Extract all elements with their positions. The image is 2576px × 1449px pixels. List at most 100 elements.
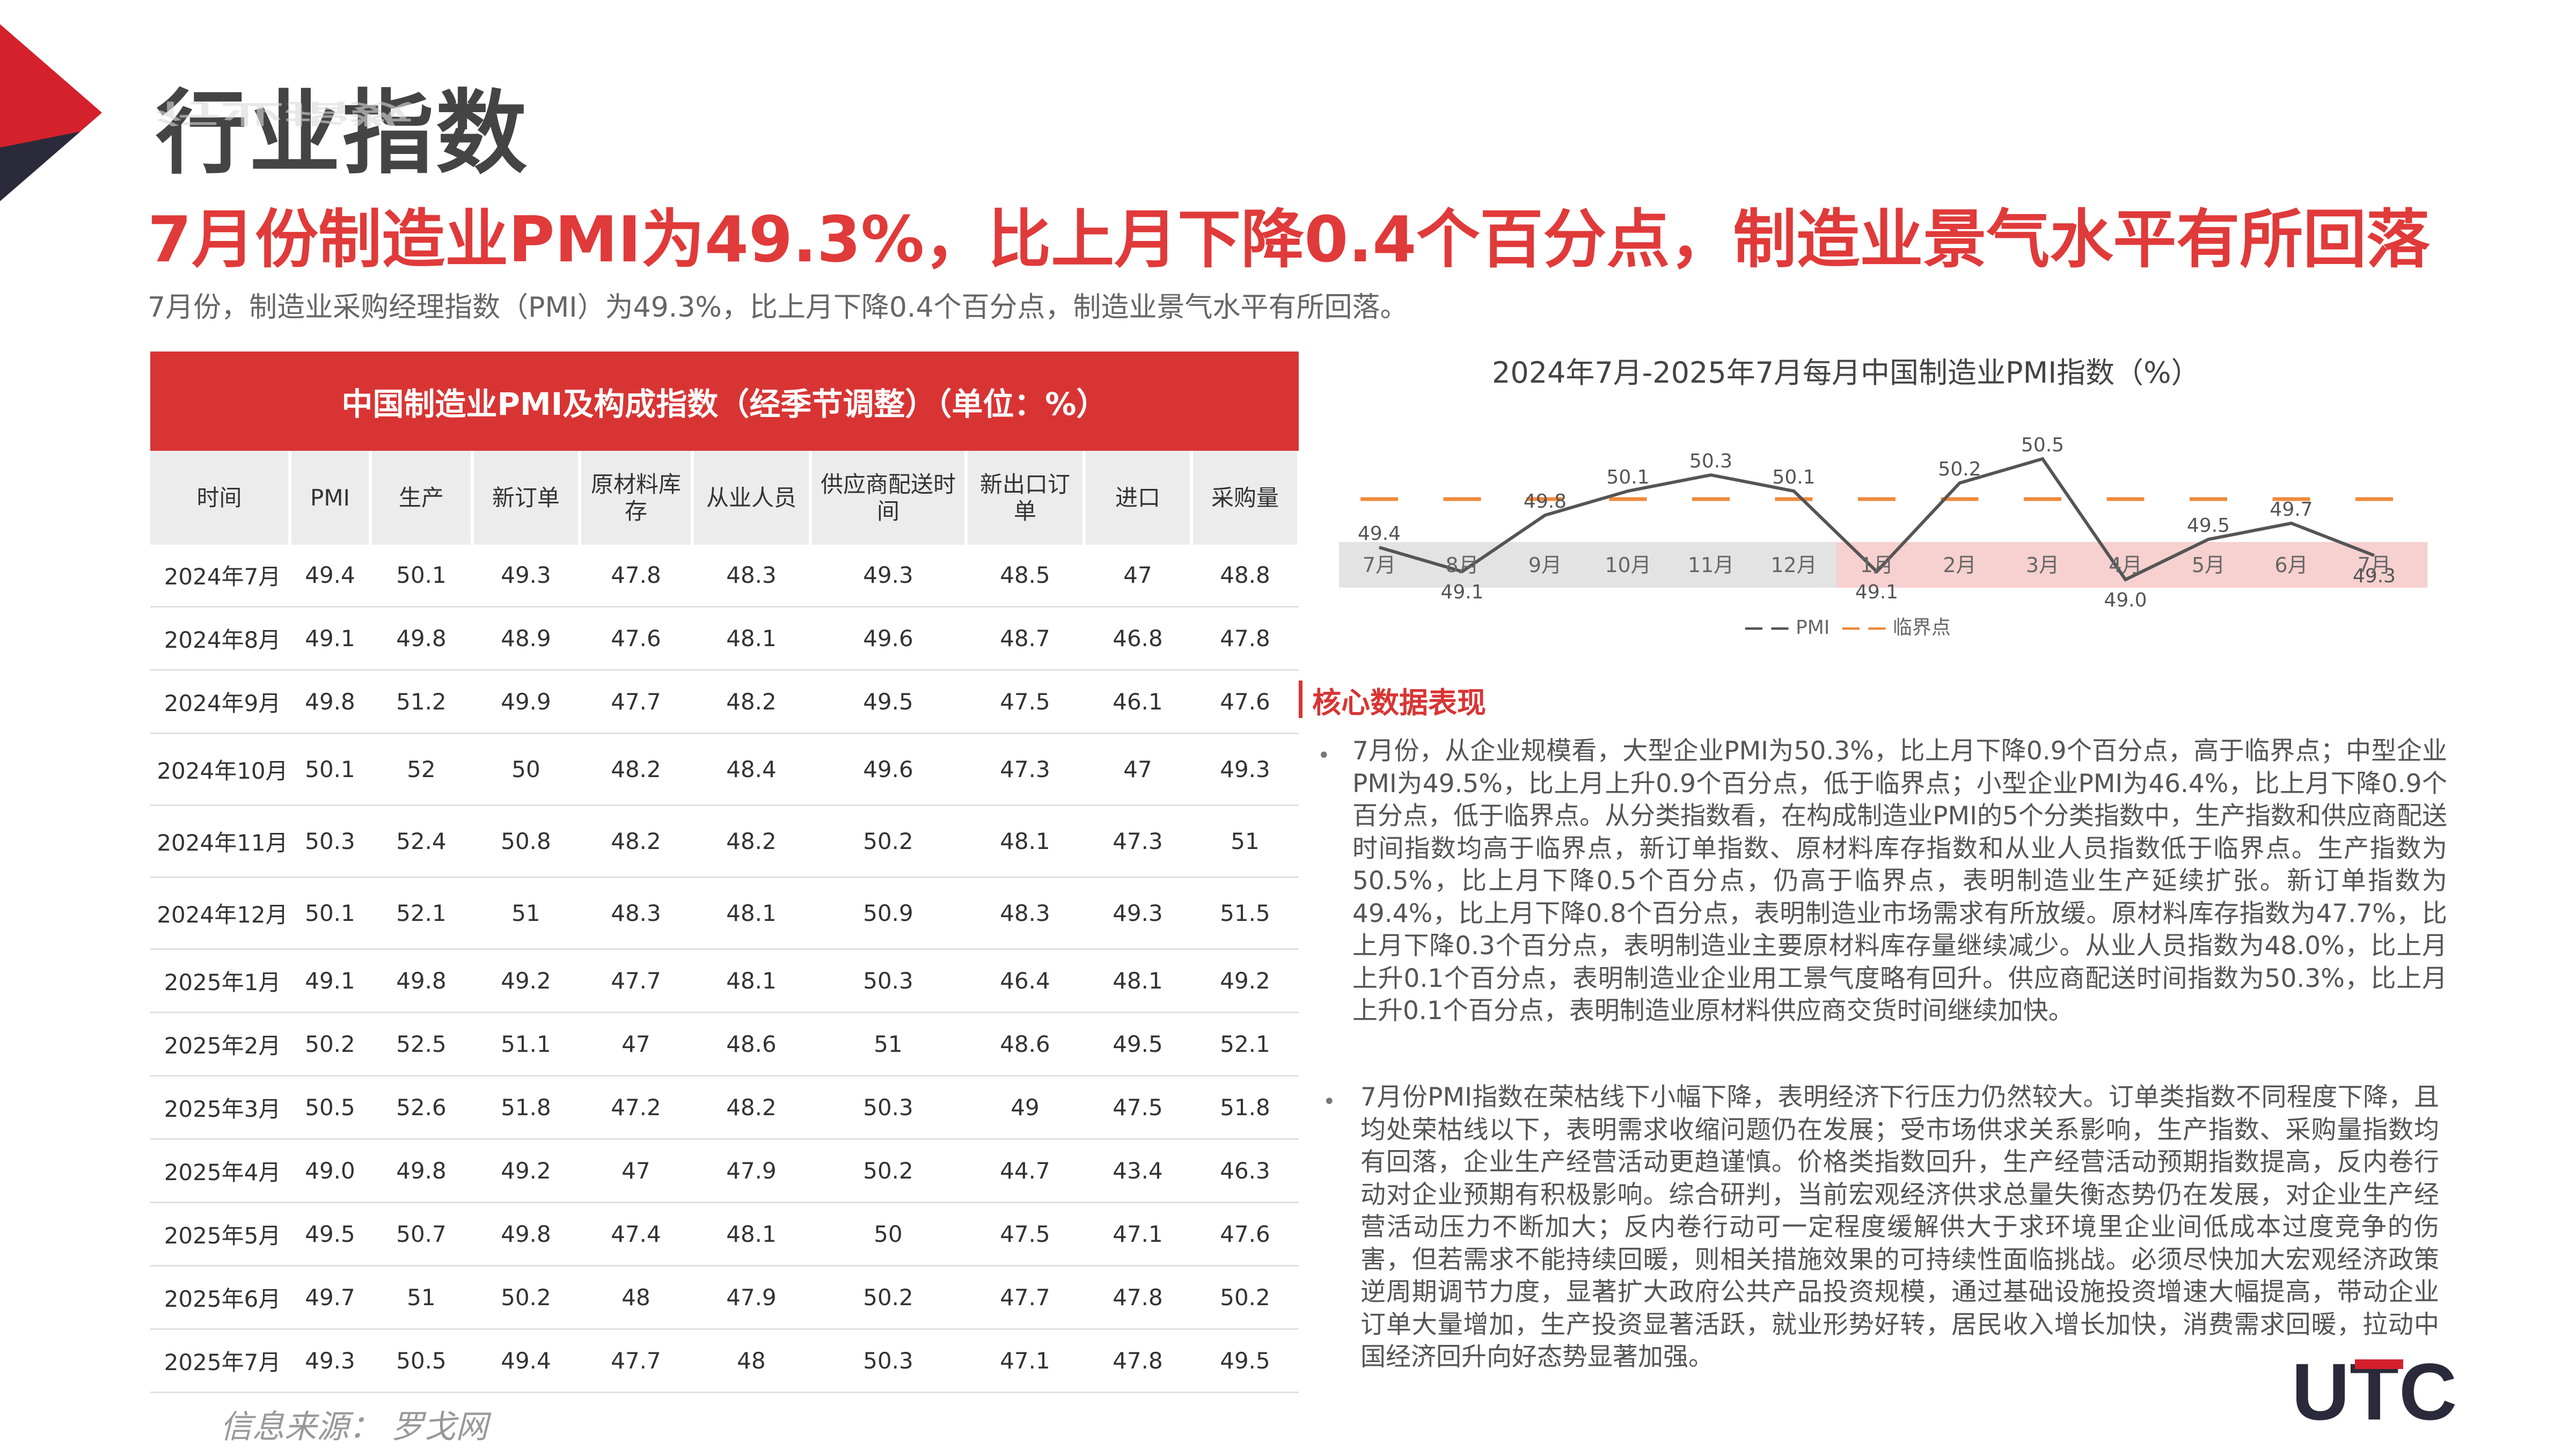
table-cell: 50.8 [472, 805, 580, 878]
table-cell: 50.9 [810, 877, 966, 950]
data-label: 50.3 [1689, 450, 1732, 472]
table-cell: 48 [580, 1265, 692, 1330]
table-cell: 49.8 [370, 1139, 472, 1203]
table-row: 2024年11月 50.3 52.4 50.8 48.2 48.2 50.2 48.1 47.3… [150, 805, 1299, 878]
table-cell: 52.4 [370, 805, 472, 878]
table-cell: 43.4 [1084, 1139, 1191, 1203]
page-title-reflection: 行业指数 [156, 98, 413, 128]
x-tick-label: 2月 [1943, 553, 1976, 577]
row-month-cell: 2024年10月 [150, 733, 290, 806]
column-header: 供应商配送时间 [810, 451, 968, 545]
table-cell: 50.3 [810, 949, 966, 1013]
table-cell: 52.1 [370, 877, 472, 950]
row-month-cell: 2025年3月 [150, 1075, 290, 1140]
table-cell: 44.7 [966, 1139, 1084, 1203]
table-cell: 47.5 [1084, 1075, 1191, 1140]
table-cell: 50.2 [472, 1265, 580, 1330]
table-cell: 51.8 [472, 1075, 580, 1140]
table-cell: 47.3 [966, 733, 1084, 806]
table-row: 2024年12月 50.1 52.1 51 48.3 48.1 50.9 48.3 49.3 51… [150, 877, 1299, 950]
row-month-cell: 2025年6月 [150, 1265, 290, 1330]
page-title: 行业指数 [156, 80, 530, 187]
table-cell: 50.2 [810, 805, 966, 878]
table-cell: 47.7 [580, 1329, 692, 1393]
category-band-2025 [1836, 542, 2428, 588]
row-month-cell: 2024年8月 [150, 606, 290, 671]
row-month-cell: 2025年2月 [150, 1012, 290, 1077]
table-cell: 50.3 [810, 1329, 966, 1393]
table-header-row: 时间 PMI 生产 新订单 原材料库存 从业人员 供应商配送时间 新出口订单 进口 采购量 [150, 451, 1300, 545]
table-cell: 52.1 [1191, 1012, 1299, 1077]
data-label: 50.1 [1772, 466, 1815, 488]
table-cell: 47.9 [692, 1265, 810, 1330]
table-cell: 49 [966, 1075, 1084, 1140]
table-cell: 51.5 [1191, 877, 1299, 950]
logo-triangle-icon [0, 24, 102, 201]
table-cell: 48.9 [472, 606, 580, 671]
table-row: 2024年9月 49.8 51.2 49.9 47.7 48.2 49.5 47.5 46.1 4… [150, 670, 1299, 734]
table-cell: 49.2 [472, 1139, 580, 1203]
table-row: 2024年8月 49.1 49.8 48.9 47.6 48.1 49.6 48.7 46.8 4… [150, 606, 1299, 671]
table-cell: 49.1 [290, 949, 370, 1013]
table-cell: 49.9 [472, 670, 580, 734]
row-month-cell: 2025年4月 [150, 1139, 290, 1203]
table-cell: 50.2 [810, 1139, 966, 1203]
table-cell: 48.2 [580, 805, 692, 878]
table-cell: 47 [580, 1139, 692, 1203]
table-cell: 50.2 [1191, 1265, 1299, 1330]
table-cell: 51.2 [370, 670, 472, 734]
column-header: 新出口订单 [966, 451, 1086, 545]
table-cell: 49.5 [810, 670, 966, 734]
table-cell: 49.6 [810, 606, 966, 671]
table-cell: 47.6 [1191, 670, 1299, 734]
table-cell: 50.1 [370, 545, 472, 608]
table-cell: 48.5 [966, 545, 1084, 608]
row-month-cell: 2024年9月 [150, 670, 290, 734]
table-cell: 50 [472, 733, 580, 806]
table-cell: 49.6 [810, 733, 966, 806]
column-header: 原材料库存 [580, 451, 694, 545]
table-cell: 50.1 [290, 733, 370, 806]
table-cell: 52.5 [370, 1012, 472, 1077]
table-row: 2025年1月 49.1 49.8 49.2 47.7 48.1 50.3 46.4 48.1 4… [150, 949, 1299, 1013]
table-cell: 51 [370, 1265, 472, 1330]
row-month-cell: 2025年7月 [150, 1329, 290, 1393]
table-cell: 48.2 [580, 733, 692, 806]
x-tick-label: 11月 [1688, 553, 1734, 577]
table-cell: 49.3 [1191, 733, 1299, 806]
row-month-cell: 2024年12月 [150, 877, 290, 950]
table-cell: 49.3 [472, 545, 580, 608]
table-cell: 49.5 [290, 1202, 370, 1267]
legend-threshold-label: 临界点 [1892, 617, 1951, 639]
table-cell: 47.7 [966, 1265, 1084, 1330]
x-tick-label: 7月 [2358, 553, 2391, 577]
headline: 7月份制造业PMI为49.3%，比上月下降0.4个百分点，制造业景气水平有所回落 [148, 202, 2430, 276]
table-cell: 48.2 [692, 670, 810, 734]
pmi-data-table: 时间 PMI 生产 新订单 原材料库存 从业人员 供应商配送时间 新出口订单 进口 采购量 202… [150, 451, 1300, 1393]
table-cell: 48.2 [692, 805, 810, 878]
x-tick-label: 9月 [1528, 553, 1562, 577]
table-cell: 47.1 [966, 1329, 1084, 1393]
table-cell: 52 [370, 733, 472, 806]
table-cell: 48.4 [692, 733, 810, 806]
data-label: 50.5 [2021, 434, 2064, 456]
data-label: 49.3 [2353, 565, 2396, 587]
column-header: 进口 [1084, 451, 1193, 545]
table-cell: 50.5 [290, 1075, 370, 1140]
table-cell: 48.1 [1084, 949, 1191, 1013]
table-cell: 48.1 [966, 805, 1084, 878]
table-cell: 49.5 [1084, 1012, 1191, 1077]
table-row: 2025年3月 50.5 52.6 51.8 47.2 48.2 50.3 49 47.5 51.… [150, 1075, 1299, 1140]
table-row: 2025年6月 49.7 51 50.2 48 47.9 50.2 47.7 47.8 50.2 [150, 1265, 1299, 1330]
table-cell: 47.7 [580, 670, 692, 734]
table-cell: 52.6 [370, 1075, 472, 1140]
table-cell: 49.8 [370, 606, 472, 671]
table-cell: 51.1 [472, 1012, 580, 1077]
table-cell: 49.2 [472, 949, 580, 1013]
table-cell: 48.8 [1191, 545, 1299, 608]
row-month-cell: 2024年11月 [150, 805, 290, 878]
table-cell: 49.7 [290, 1265, 370, 1330]
table-row: 2025年4月 49.0 49.8 49.2 47 47.9 50.2 44.7 43.4 46.… [150, 1139, 1299, 1203]
source-note: 信息来源： 罗戈网 [220, 1408, 488, 1446]
table-cell: 48.3 [580, 877, 692, 950]
